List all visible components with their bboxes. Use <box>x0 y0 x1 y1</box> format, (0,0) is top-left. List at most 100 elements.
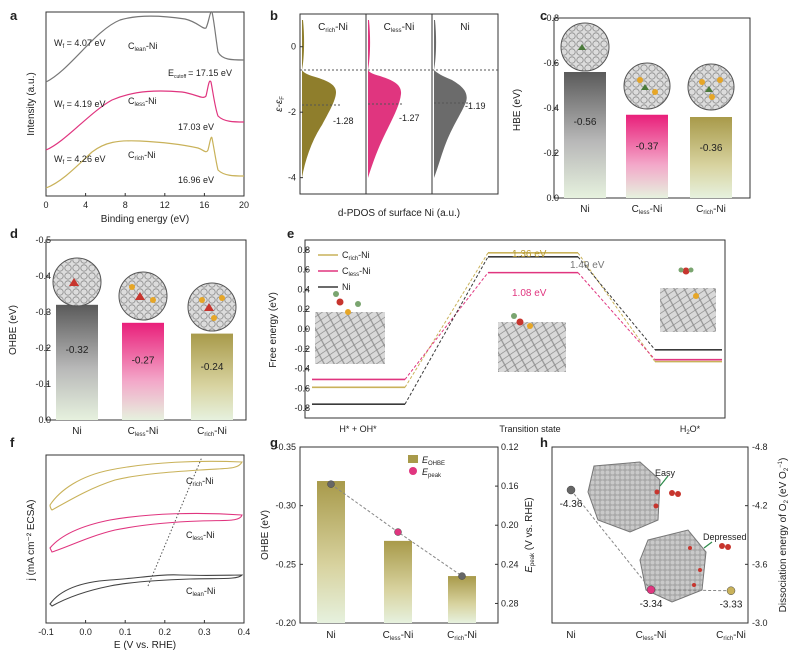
panel-g-ylabel: OHBE (eV) <box>260 510 271 560</box>
bar-value-label: -0.36 <box>700 143 723 154</box>
panel-b-dos-ni <box>434 20 467 178</box>
category-label: Cless-Ni <box>636 630 667 642</box>
panel-c-y-tick-label: -0.8 <box>543 13 559 23</box>
panel-a-label-rich: Crich-Ni <box>128 150 156 162</box>
panel-h-y-tick-label: -3.6 <box>752 559 768 569</box>
category-label: Cless-Ni <box>632 204 663 216</box>
panel-a-x-tick-label: 8 <box>123 200 128 210</box>
panel-g-y-tick-label: -0.30 <box>275 501 296 511</box>
panel-a-cutoff-1: Ecutoff = 17.15 eV <box>168 68 232 80</box>
panel-h-frame <box>551 446 749 624</box>
panel-b-yticks: 0 -2 -4 <box>288 42 303 183</box>
panel-a-wf-2: Wf = 4.19 eV <box>54 99 105 111</box>
panel-f: Crich-Ni Cless-Ni Clean-Ni -0.1 0.0 0.1 0.2… <box>26 454 250 651</box>
panel-b-dos-less <box>368 20 402 178</box>
panel-g-ylabel2: Epeak (V vs. RHE) <box>524 497 536 572</box>
slab-icon-ni <box>52 257 102 307</box>
panel-e-slab-images <box>315 267 716 372</box>
panel-b-y-tick-label: -4 <box>288 173 296 183</box>
scatter-point <box>646 585 656 595</box>
panel-e-barrier-less: 1.08 eV <box>512 288 547 299</box>
panel-b-xlabel: d-PDOS of surface Ni (a.u.) <box>338 208 460 219</box>
panel-g-y2-tick-label: 0.12 <box>501 442 519 452</box>
panel-f-label-less: Cless-Ni <box>186 530 215 542</box>
peak-point <box>327 480 335 488</box>
panel-h: -4.8 -4.2 -3.6 -3.0 Easy Depressed -4.36 -3.… <box>551 442 790 642</box>
panel-c-y-tick-label: -0.6 <box>543 58 559 68</box>
slab-icon-less <box>623 62 671 110</box>
panel-f-xlabel: E (V vs. RHE) <box>114 640 176 651</box>
slab-icon-rich <box>187 282 237 332</box>
slab-image-ts <box>498 322 566 372</box>
panel-d-xlabels: Ni Cless-Ni Crich-Ni <box>72 426 227 438</box>
bar <box>448 576 476 623</box>
panel-d-ylabel: OHBE (eV) <box>8 305 19 355</box>
category-label: Crich-Ni <box>716 630 746 642</box>
panel-g-y2-tick-label: 0.28 <box>501 598 519 608</box>
panel-f-trend-line <box>147 456 203 587</box>
panel-g: -0.35 -0.30 -0.25 -0.20 0.12 0.16 0.20 0.24 0.28… <box>260 442 536 642</box>
panel-b-col-rich: Crich-Ni <box>318 22 348 34</box>
panel-g-legend-peak: Epeak <box>422 467 442 479</box>
panel-d-bars: -0.32 -0.27 -0.24 <box>56 304 233 420</box>
scatter-point <box>566 485 576 495</box>
panel-e-state-1: H* + OH* <box>339 424 377 434</box>
energy-connector <box>404 272 489 380</box>
panel-e-y-tick-label: 0.0 <box>297 324 310 334</box>
panel-g-legend: EOHBE Epeak <box>408 455 445 479</box>
panel-a-curve-less <box>45 80 245 151</box>
panel-h-xlabels: Ni Cless-Ni Crich-Ni <box>566 630 746 642</box>
category-label: Ni <box>72 426 81 437</box>
category-label: Ni <box>566 630 575 641</box>
category-label: Crich-Ni <box>696 204 726 216</box>
panel-a-wf-1: Wf = 4.07 eV <box>54 38 105 50</box>
slab-icon-ni <box>560 22 610 72</box>
slab-image-initial <box>315 312 385 364</box>
panel-a-cutoff-3: 16.96 eV <box>178 175 214 185</box>
panel-c-y-tick-label: -0.4 <box>543 103 559 113</box>
panel-g-y-tick-label: -0.25 <box>275 559 296 569</box>
panel-h-y-tick-label: -4.8 <box>752 442 768 452</box>
panel-e: 0.8 0.6 0.4 0.2 0.0 -0.2 -0.4 -0.6 -0.8 Crich-Ni… <box>268 239 726 436</box>
panel-c-ylabel: HBE (eV) <box>512 89 523 131</box>
energy-connector <box>404 256 489 405</box>
panel-letter-g: g <box>270 435 278 450</box>
scatter-value-label: -3.34 <box>640 599 663 610</box>
panel-d-y-tick-label: -0.1 <box>35 379 51 389</box>
bar <box>690 117 732 198</box>
panel-e-yticks: 0.8 0.6 0.4 0.2 0.0 -0.2 -0.4 -0.6 -0.8 <box>294 245 310 413</box>
panel-d: 0.0-0.1-0.2-0.3-0.4-0.5 -0.32-0.27-0.24 … <box>8 235 247 438</box>
panel-b-frame <box>299 13 499 195</box>
panel-a-x-tick-label: 12 <box>160 200 170 210</box>
bar <box>384 540 412 623</box>
category-label: Crich-Ni <box>447 630 477 642</box>
nanoparticle-upper <box>587 461 661 533</box>
panel-e-y-tick-label: 0.8 <box>297 245 310 255</box>
panel-letter-b: b <box>270 8 278 23</box>
peak-point <box>458 572 466 580</box>
panel-c-xlabels: Ni Cless-Ni Crich-Ni <box>580 204 726 216</box>
panel-g-yticks: -0.35 -0.30 -0.25 -0.20 0.12 0.16 0.20 0.24 0.28 <box>275 442 518 628</box>
panel-g-xlabels: Ni Cless-Ni Crich-Ni <box>326 630 477 642</box>
panel-b-ylabel: ε-εF <box>274 96 286 112</box>
panel-h-annotation-easy: Easy <box>655 468 676 478</box>
panel-letters: a b c d e f g h <box>10 8 548 450</box>
panel-b: Crich-Ni Cless-Ni Ni -1.28 -1.27 -1.19 0… <box>274 13 499 219</box>
panel-f-cv-less <box>49 512 243 553</box>
panel-letter-f: f <box>10 435 15 450</box>
panel-letter-d: d <box>10 226 18 241</box>
panel-a-x-tick-label: 16 <box>199 200 209 210</box>
panel-d-y-tick-label: -0.3 <box>35 307 51 317</box>
bar <box>564 72 606 198</box>
panel-d-y-tick-label: -0.5 <box>35 235 51 245</box>
panel-g-y-tick-label: -0.20 <box>275 618 296 628</box>
panel-e-y-tick-label: -0.8 <box>294 403 310 413</box>
category-label: Ni <box>580 204 589 215</box>
panel-e-legend-less: Cless-Ni <box>342 266 371 278</box>
panel-e-y-tick-label: 0.4 <box>297 284 310 294</box>
panel-d-y-tick-label: -0.2 <box>35 343 51 353</box>
panel-a-xticks: 0 4 8 12 16 20 <box>43 193 249 210</box>
panel-c-y-tick-label: -0.2 <box>543 148 559 158</box>
panel-e-legend-rich: Crich-Ni <box>342 250 370 262</box>
energy-connector <box>404 252 489 388</box>
